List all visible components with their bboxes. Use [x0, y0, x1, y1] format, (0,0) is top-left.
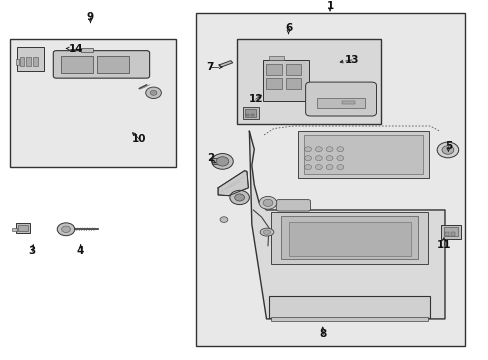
Circle shape: [259, 197, 276, 209]
Bar: [16, 59, 19, 65]
Text: 7: 7: [206, 62, 214, 72]
Circle shape: [229, 190, 249, 204]
Bar: [16, 223, 30, 233]
Circle shape: [325, 165, 332, 170]
Text: 11: 11: [436, 240, 450, 250]
Bar: [268, 296, 429, 318]
Bar: [262, 60, 308, 101]
Polygon shape: [218, 171, 248, 196]
Text: 8: 8: [319, 329, 325, 339]
Bar: [245, 109, 256, 117]
Circle shape: [336, 147, 343, 152]
Bar: [450, 232, 454, 236]
Circle shape: [211, 153, 233, 169]
Circle shape: [315, 156, 322, 161]
Polygon shape: [249, 131, 444, 319]
Circle shape: [304, 165, 311, 170]
Text: 1: 1: [326, 1, 333, 11]
Ellipse shape: [263, 230, 270, 234]
Bar: [97, 56, 128, 73]
Text: 6: 6: [285, 23, 291, 33]
Bar: [265, 64, 281, 75]
Bar: [285, 78, 301, 89]
Bar: [17, 48, 44, 71]
Circle shape: [315, 147, 322, 152]
Circle shape: [263, 199, 272, 206]
Bar: [443, 227, 457, 237]
Bar: [61, 56, 93, 73]
Bar: [440, 225, 460, 239]
Bar: [10, 39, 176, 167]
Circle shape: [304, 156, 311, 161]
FancyBboxPatch shape: [305, 82, 376, 116]
Bar: [212, 158, 220, 164]
Circle shape: [234, 194, 244, 201]
Text: 2: 2: [207, 153, 214, 163]
Bar: [195, 13, 464, 346]
Circle shape: [325, 156, 332, 161]
Bar: [271, 212, 427, 264]
Circle shape: [145, 87, 161, 99]
Circle shape: [61, 226, 70, 233]
Circle shape: [57, 223, 75, 236]
Bar: [342, 101, 354, 104]
Bar: [304, 135, 423, 174]
Bar: [265, 78, 281, 89]
Text: 3: 3: [28, 246, 35, 256]
Circle shape: [220, 217, 227, 222]
Circle shape: [325, 147, 332, 152]
Text: 10: 10: [132, 134, 146, 144]
Circle shape: [304, 147, 311, 152]
Bar: [237, 39, 381, 124]
Circle shape: [336, 165, 343, 170]
Bar: [26, 57, 31, 66]
Bar: [33, 57, 38, 66]
FancyBboxPatch shape: [276, 199, 310, 211]
Circle shape: [436, 142, 458, 158]
Circle shape: [315, 165, 322, 170]
Bar: [243, 107, 258, 119]
Polygon shape: [219, 60, 232, 67]
Bar: [444, 232, 448, 236]
Bar: [268, 56, 283, 60]
Text: 5: 5: [444, 141, 451, 151]
Circle shape: [336, 156, 343, 161]
Bar: [271, 317, 427, 321]
Text: 9: 9: [87, 12, 94, 22]
Circle shape: [150, 90, 157, 95]
Bar: [298, 131, 428, 178]
Circle shape: [441, 146, 453, 154]
Circle shape: [216, 157, 228, 166]
Bar: [281, 216, 417, 259]
Text: 12: 12: [248, 94, 263, 104]
Text: 14: 14: [68, 44, 83, 54]
Bar: [20, 57, 24, 66]
Ellipse shape: [260, 228, 273, 236]
Bar: [81, 48, 93, 52]
FancyBboxPatch shape: [53, 51, 149, 78]
Text: 4: 4: [77, 246, 84, 256]
Bar: [12, 228, 17, 231]
Bar: [288, 222, 410, 256]
Bar: [285, 64, 301, 75]
Bar: [246, 113, 249, 116]
Bar: [250, 113, 253, 116]
Text: 13: 13: [344, 55, 359, 65]
Bar: [316, 98, 365, 108]
Bar: [18, 225, 28, 231]
